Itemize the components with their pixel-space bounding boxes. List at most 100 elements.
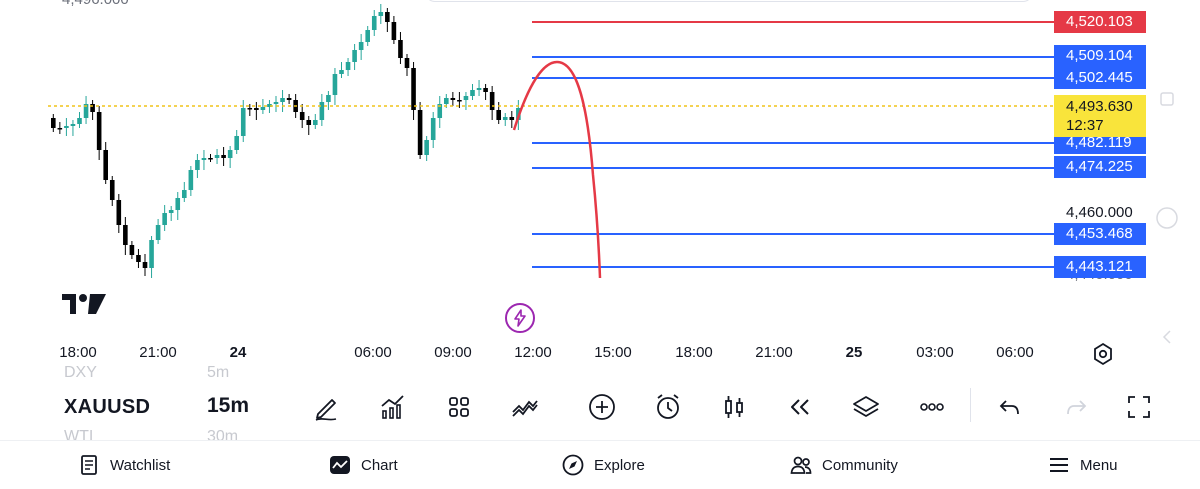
time-label: 12:00 <box>514 344 552 361</box>
time-label: 18:00 <box>675 344 713 361</box>
candle-body <box>444 98 449 104</box>
draw-icon[interactable] <box>310 390 344 424</box>
time-label: 06:00 <box>996 344 1034 361</box>
candle-body <box>83 104 89 118</box>
candle-body <box>280 98 285 102</box>
candle-body <box>208 158 213 160</box>
interval-selector[interactable]: 15m <box>207 394 250 417</box>
fullscreen-icon[interactable] <box>1122 390 1156 424</box>
time-label: 06:00 <box>354 344 392 361</box>
more-icon[interactable] <box>915 390 949 424</box>
symbol-selector[interactable]: XAUUSD <box>64 396 151 418</box>
candle-body <box>352 50 357 62</box>
candle-body <box>116 200 122 225</box>
time-label: 18:00 <box>59 344 97 361</box>
nav-chart[interactable]: Chart <box>329 453 398 477</box>
settings-icon[interactable] <box>1091 342 1115 366</box>
price-tag[interactable]: 4,453.468 <box>1054 223 1146 245</box>
price-tag[interactable]: 4,443.121 <box>1054 256 1146 278</box>
nav-community-label: Community <box>822 456 898 474</box>
candle-body <box>339 70 344 74</box>
add-icon[interactable] <box>585 390 619 424</box>
circle-icon <box>1156 207 1178 229</box>
nav-community[interactable]: Community <box>790 453 898 477</box>
candle-body <box>326 95 331 102</box>
time-label: 03:00 <box>916 344 954 361</box>
candle-body <box>201 158 207 160</box>
axis-price: 4,460.000 <box>1066 204 1133 221</box>
chart-type-icon[interactable] <box>508 390 542 424</box>
indicators-icon[interactable] <box>376 390 410 424</box>
candle-body <box>57 128 63 130</box>
square-icon <box>1160 92 1174 106</box>
redo-icon[interactable] <box>1059 390 1093 424</box>
menu-icon <box>1050 458 1068 472</box>
candle-countdown: 12:37 <box>1066 117 1104 134</box>
candle-body <box>51 118 56 128</box>
candle-body <box>411 68 416 110</box>
ghost-symbol: DXY <box>64 364 97 381</box>
level-lines <box>532 21 1055 268</box>
candle-body <box>214 155 220 158</box>
candle-body <box>90 104 95 112</box>
candles-icon[interactable] <box>717 390 751 424</box>
replay-icon[interactable] <box>783 390 817 424</box>
price-chart[interactable] <box>0 0 1200 372</box>
candle-body <box>273 102 279 104</box>
candle-body <box>155 225 161 240</box>
nav-menu[interactable]: Menu <box>1048 453 1118 477</box>
chart-area[interactable]: 4,496.000 4,520.103 4,509.104 4,502.445 … <box>0 0 1200 372</box>
chart-icon <box>330 456 350 474</box>
nav-watchlist[interactable]: Watchlist <box>78 453 170 477</box>
candle-body <box>398 40 403 58</box>
candle-body <box>437 104 443 118</box>
candle-body <box>221 155 226 158</box>
price-tag[interactable]: 4,474.225 <box>1054 156 1146 178</box>
projection-curve <box>512 60 602 279</box>
candle-body <box>489 92 495 110</box>
current-price-tag[interactable]: 4,493.630 12:37 <box>1054 95 1146 137</box>
toolbar-divider <box>970 388 971 422</box>
candle-body <box>247 108 253 110</box>
time-label: 25 <box>845 344 863 361</box>
candle-body <box>463 96 469 100</box>
candle-body <box>424 140 429 155</box>
candle-body <box>142 262 148 268</box>
candle-body <box>77 118 82 124</box>
candle-body <box>319 102 325 120</box>
candle-body <box>450 98 456 100</box>
watchlist-icon <box>81 455 97 475</box>
price-tag[interactable]: 4,482.119 <box>1054 132 1146 154</box>
candle-body <box>404 58 410 68</box>
time-label: 24 <box>229 344 247 361</box>
candle-body <box>332 74 338 95</box>
candle-body <box>227 150 233 158</box>
candle-body <box>391 22 397 40</box>
candle-body <box>417 110 423 155</box>
axis-price-top: 4,496.000 <box>62 0 129 8</box>
alert-icon[interactable] <box>651 390 685 424</box>
candle-body <box>149 240 154 268</box>
lightning-icon[interactable] <box>505 303 535 333</box>
price-tag[interactable]: 4,509.104 <box>1054 45 1146 67</box>
nav-explore[interactable]: Explore <box>562 453 645 477</box>
bottom-toolbar: DXY 5m WTI 30m <box>0 364 1200 445</box>
price-tag[interactable]: 4,502.445 <box>1054 67 1146 89</box>
community-icon <box>790 456 812 474</box>
candle-body <box>123 225 128 245</box>
nav-chart-label: Chart <box>361 456 398 474</box>
price-tag[interactable]: 4,520.103 <box>1054 11 1146 33</box>
nav-watchlist-label: Watchlist <box>110 456 171 474</box>
candle-body <box>470 90 475 96</box>
candle-body <box>70 124 76 126</box>
layers-icon[interactable] <box>849 390 883 424</box>
nav-explore-label: Explore <box>594 456 645 474</box>
layouts-icon[interactable] <box>442 390 476 424</box>
undo-icon[interactable] <box>993 390 1027 424</box>
candle-body <box>430 118 436 140</box>
time-label: 09:00 <box>434 344 472 361</box>
time-label: 21:00 <box>755 344 793 361</box>
candle-body <box>345 62 351 70</box>
candle-body <box>378 12 384 16</box>
candle-body <box>129 245 135 255</box>
